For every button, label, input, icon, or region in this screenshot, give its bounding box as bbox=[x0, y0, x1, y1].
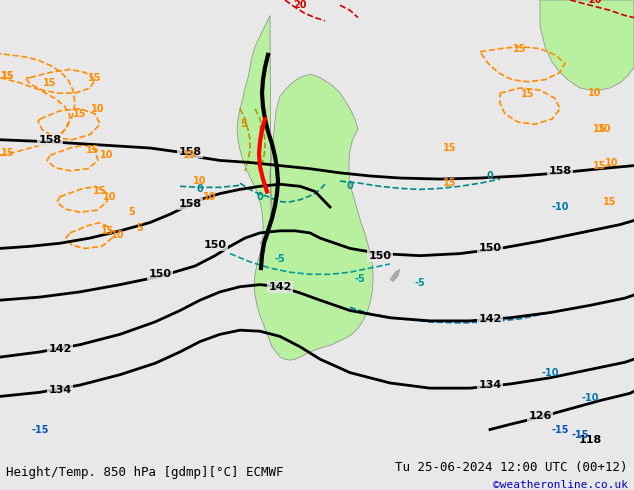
Text: 10: 10 bbox=[605, 157, 619, 168]
Text: 158: 158 bbox=[178, 199, 202, 209]
Text: 134: 134 bbox=[479, 380, 501, 390]
Text: -5: -5 bbox=[354, 274, 365, 285]
Text: -10: -10 bbox=[551, 202, 569, 212]
Text: 142: 142 bbox=[268, 282, 292, 292]
Text: 150: 150 bbox=[479, 244, 501, 253]
Text: Tu 25-06-2024 12:00 UTC (00+12): Tu 25-06-2024 12:00 UTC (00+12) bbox=[395, 462, 628, 474]
Text: 20: 20 bbox=[294, 0, 307, 10]
Text: 10: 10 bbox=[598, 124, 612, 134]
Text: 15: 15 bbox=[43, 78, 57, 88]
Text: 15: 15 bbox=[101, 226, 115, 236]
Text: -5: -5 bbox=[275, 254, 285, 264]
Text: 150: 150 bbox=[148, 270, 172, 279]
Text: 20: 20 bbox=[588, 0, 602, 5]
Text: 118: 118 bbox=[578, 435, 602, 445]
Polygon shape bbox=[540, 0, 634, 90]
Text: 15: 15 bbox=[183, 150, 197, 160]
Text: 0: 0 bbox=[259, 124, 266, 134]
Text: 134: 134 bbox=[48, 385, 72, 395]
Text: 10: 10 bbox=[193, 176, 207, 186]
Text: 10: 10 bbox=[111, 230, 125, 240]
Text: 15: 15 bbox=[1, 71, 15, 80]
Text: 10: 10 bbox=[204, 192, 217, 202]
Polygon shape bbox=[390, 269, 400, 282]
Text: -5: -5 bbox=[415, 277, 425, 288]
Text: 0: 0 bbox=[347, 181, 353, 191]
Text: 10: 10 bbox=[100, 150, 113, 160]
Text: 15: 15 bbox=[86, 145, 100, 155]
Text: -15: -15 bbox=[571, 430, 589, 440]
Text: 158: 158 bbox=[39, 135, 61, 145]
Text: 15: 15 bbox=[521, 89, 534, 99]
Text: 150: 150 bbox=[368, 251, 392, 261]
Text: 142: 142 bbox=[48, 344, 72, 354]
Text: 15: 15 bbox=[88, 73, 101, 83]
Text: 150: 150 bbox=[204, 240, 226, 250]
Text: -10: -10 bbox=[541, 368, 559, 378]
Text: 15: 15 bbox=[443, 143, 456, 153]
Polygon shape bbox=[260, 231, 270, 245]
Text: 10: 10 bbox=[588, 88, 602, 98]
Text: 5: 5 bbox=[241, 119, 247, 129]
Text: 15: 15 bbox=[593, 124, 607, 134]
Text: -15: -15 bbox=[551, 424, 569, 435]
Text: 15: 15 bbox=[593, 161, 607, 171]
Text: 142: 142 bbox=[478, 314, 501, 324]
Text: 158: 158 bbox=[178, 147, 202, 157]
Text: Height/Temp. 850 hPa [gdmp][°C] ECMWF: Height/Temp. 850 hPa [gdmp][°C] ECMWF bbox=[6, 466, 284, 479]
Text: -15: -15 bbox=[31, 424, 49, 435]
Text: 15: 15 bbox=[514, 44, 527, 53]
Text: 10: 10 bbox=[91, 104, 105, 114]
Text: 0: 0 bbox=[257, 192, 263, 202]
Polygon shape bbox=[237, 16, 373, 360]
Text: 15: 15 bbox=[1, 148, 15, 158]
Text: 15: 15 bbox=[74, 109, 87, 119]
Text: 5: 5 bbox=[129, 207, 136, 217]
Text: 15: 15 bbox=[443, 178, 456, 188]
Text: 15: 15 bbox=[1, 71, 15, 80]
Text: 0: 0 bbox=[197, 184, 204, 195]
Text: 15: 15 bbox=[603, 197, 617, 207]
Text: 158: 158 bbox=[548, 166, 572, 176]
Text: 126: 126 bbox=[528, 411, 552, 421]
Text: 0: 0 bbox=[487, 171, 493, 181]
Text: 5: 5 bbox=[136, 223, 143, 233]
Text: ©weatheronline.co.uk: ©weatheronline.co.uk bbox=[493, 480, 628, 490]
Text: 15: 15 bbox=[93, 187, 107, 196]
Text: -10: -10 bbox=[581, 393, 598, 403]
Text: 10: 10 bbox=[103, 192, 117, 202]
